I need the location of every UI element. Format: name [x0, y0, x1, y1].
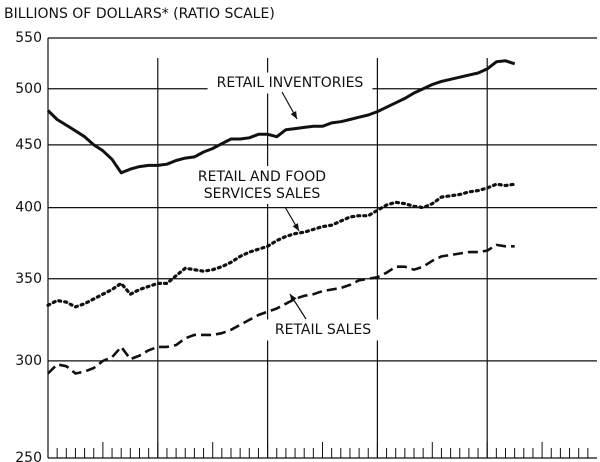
y-tick-label: 500 — [15, 81, 42, 97]
y-tick-label: 300 — [15, 353, 42, 369]
y-tick-label: 550 — [15, 30, 42, 46]
series-name: RETAIL SALES — [275, 322, 371, 338]
y-tick-label: 400 — [15, 200, 42, 216]
label-background — [207, 72, 373, 94]
series-line — [46, 182, 517, 309]
series-name: RETAIL INVENTORIES — [217, 75, 364, 91]
series-label: RETAIL SALES — [266, 293, 380, 341]
arrow-head — [290, 294, 297, 302]
y-tick-label: 250 — [15, 450, 42, 462]
series-label: RETAIL AND FOOD SERVICES SALES — [192, 166, 332, 232]
label-background — [266, 319, 380, 341]
series-line — [47, 243, 515, 375]
label-background — [192, 166, 332, 204]
series-label: RETAIL INVENTORIES — [207, 72, 373, 120]
y-tick-label: 450 — [15, 137, 42, 153]
arrow-head — [292, 223, 299, 231]
series-line — [46, 59, 516, 175]
arrow-head — [290, 111, 297, 119]
y-tick-label: 350 — [15, 271, 42, 287]
series-name: RETAIL AND FOOD SERVICES SALES — [198, 169, 326, 202]
y-axis-label: BILLIONS OF DOLLARS* (RATIO SCALE) — [4, 6, 275, 22]
